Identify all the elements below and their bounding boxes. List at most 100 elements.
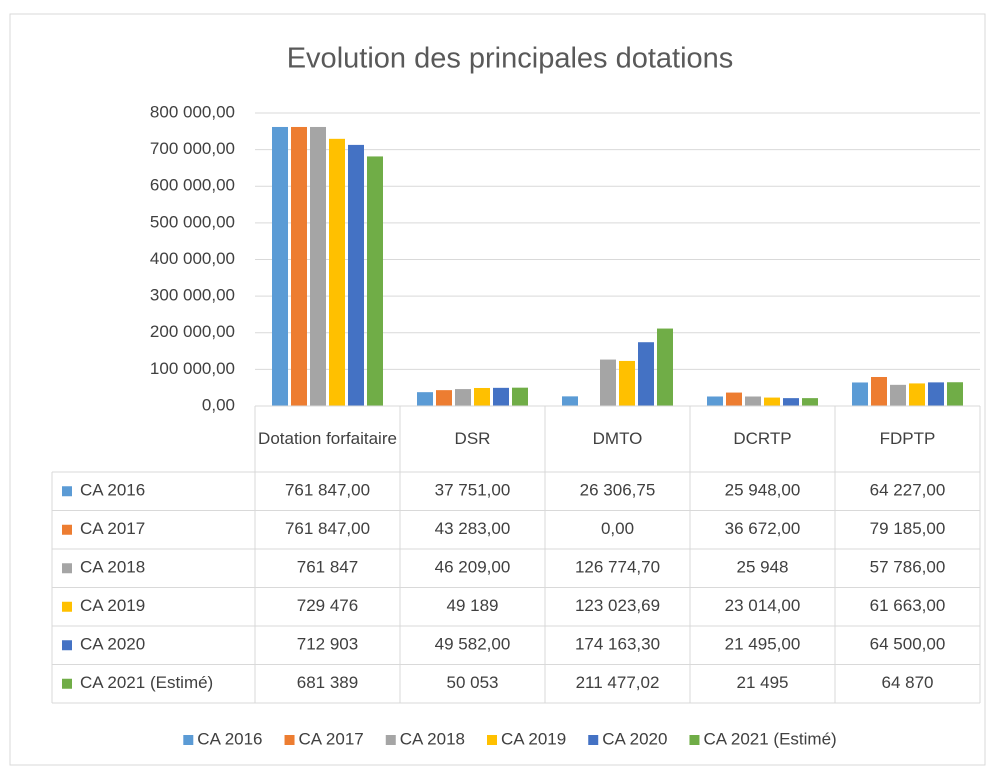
row-header: CA 2019 bbox=[80, 596, 145, 615]
bar bbox=[474, 387, 490, 406]
x-tick-label: FDPTP bbox=[879, 429, 936, 448]
legend-item: CA 2019 bbox=[487, 729, 566, 748]
table-cell: 23 014,00 bbox=[725, 596, 801, 615]
y-tick-label: 600 000,00 bbox=[150, 176, 235, 195]
table-cell: 49 189 bbox=[447, 596, 499, 615]
table-cell: 64 500,00 bbox=[870, 635, 946, 654]
legend-key bbox=[62, 601, 72, 612]
y-tick-label: 800 000,00 bbox=[150, 102, 235, 121]
legend-item: CA 2018 bbox=[385, 729, 465, 748]
bar bbox=[493, 387, 509, 406]
bar bbox=[512, 387, 528, 406]
y-tick-label: 0,00 bbox=[202, 395, 235, 414]
table-cell: 43 283,00 bbox=[435, 519, 511, 538]
bar bbox=[455, 389, 471, 406]
legend-key bbox=[385, 735, 396, 745]
bar bbox=[928, 382, 944, 406]
table-cell: 64 870 bbox=[882, 673, 934, 692]
x-tick-label: DMTO bbox=[592, 429, 643, 448]
table-cell: 49 582,00 bbox=[435, 635, 511, 654]
legend-item: CA 2021 (Estimé) bbox=[689, 729, 837, 748]
table-cell: 50 053 bbox=[447, 673, 499, 692]
table-cell: 123 023,69 bbox=[575, 596, 660, 615]
category-cell: FDPTP bbox=[879, 429, 936, 448]
x-tick-label: DCRTP bbox=[733, 429, 792, 448]
table-cell: 761 847,00 bbox=[285, 481, 370, 500]
table-cell: 57 786,00 bbox=[870, 558, 946, 577]
y-tick-label: 500 000,00 bbox=[150, 212, 235, 231]
legend-key bbox=[487, 735, 497, 745]
table-cell: 21 495 bbox=[737, 673, 789, 692]
legend-key bbox=[62, 563, 72, 574]
legend-key bbox=[62, 524, 72, 535]
table-cell: 729 476 bbox=[297, 596, 358, 615]
legend-label: CA 2018 bbox=[400, 729, 465, 748]
table-cell: 79 185,00 bbox=[870, 519, 946, 538]
table-cell: 211 477,02 bbox=[576, 673, 660, 692]
bar bbox=[707, 396, 723, 406]
y-tick-label: 100 000,00 bbox=[150, 359, 235, 378]
legend-item: CA 2016 bbox=[183, 729, 263, 748]
chart-title: Evolution des principales dotations bbox=[287, 43, 734, 75]
table-cell: 761 847 bbox=[297, 558, 358, 577]
table-cell: 21 495,00 bbox=[725, 635, 801, 654]
table-cell: 36 672,00 bbox=[725, 519, 801, 538]
y-tick-label: 300 000,00 bbox=[150, 286, 235, 305]
bar bbox=[600, 359, 616, 406]
bar bbox=[348, 144, 364, 406]
bar bbox=[726, 392, 742, 406]
row-header: CA 2021 (Estimé) bbox=[80, 673, 213, 692]
y-tick-label: 400 000,00 bbox=[150, 249, 235, 268]
table-cell: 681 389 bbox=[297, 673, 358, 692]
y-tick-label: 700 000,00 bbox=[150, 139, 235, 158]
table-cell: 64 227,00 bbox=[870, 481, 946, 500]
table-cell: 0,00 bbox=[601, 519, 634, 538]
table-cell: 25 948 bbox=[737, 558, 789, 577]
category-cell: DMTO bbox=[592, 429, 643, 448]
bar bbox=[562, 396, 578, 406]
legend-label: CA 2017 bbox=[299, 729, 364, 748]
table-cell: 174 163,30 bbox=[575, 635, 660, 654]
bar bbox=[291, 126, 307, 406]
bar bbox=[802, 398, 818, 406]
bar bbox=[871, 376, 887, 406]
bar bbox=[852, 382, 868, 406]
category-cell: Dotation forfaitaire bbox=[258, 429, 397, 448]
row-header: CA 2020 bbox=[80, 635, 145, 654]
legend-label: CA 2019 bbox=[501, 729, 566, 748]
row-header: CA 2016 bbox=[80, 481, 145, 500]
table-cell: 26 306,75 bbox=[580, 481, 656, 500]
row-header: CA 2018 bbox=[80, 558, 145, 577]
table-cell: 126 774,70 bbox=[575, 558, 660, 577]
bar bbox=[417, 392, 433, 406]
bar bbox=[436, 390, 452, 406]
legend-label: CA 2020 bbox=[602, 729, 667, 748]
bar bbox=[367, 156, 383, 406]
legend-key bbox=[62, 640, 72, 651]
legend-label: CA 2016 bbox=[197, 729, 262, 748]
legend-key bbox=[689, 735, 700, 745]
bar bbox=[783, 398, 799, 406]
bar bbox=[638, 342, 654, 406]
bar bbox=[310, 126, 326, 406]
legend-item: CA 2017 bbox=[284, 729, 364, 748]
x-tick-label: Dotation forfaitaire bbox=[258, 429, 397, 448]
x-tick-label: DSR bbox=[454, 429, 491, 448]
category-cell: DCRTP bbox=[733, 429, 792, 448]
legend-key bbox=[62, 678, 72, 689]
bar bbox=[745, 396, 761, 406]
legend-key bbox=[62, 486, 72, 497]
table-cell: 37 751,00 bbox=[435, 481, 511, 500]
legend-key bbox=[588, 735, 599, 745]
legend-label: CA 2021 (Estimé) bbox=[703, 729, 836, 748]
bar bbox=[272, 126, 288, 406]
table-cell: 61 663,00 bbox=[870, 596, 946, 615]
bar bbox=[890, 384, 906, 406]
bar bbox=[909, 383, 925, 406]
bar bbox=[329, 138, 345, 407]
table-cell: 712 903 bbox=[297, 635, 358, 654]
legend-item: CA 2020 bbox=[588, 729, 667, 748]
y-tick-label: 200 000,00 bbox=[150, 322, 235, 341]
bar bbox=[947, 382, 963, 406]
